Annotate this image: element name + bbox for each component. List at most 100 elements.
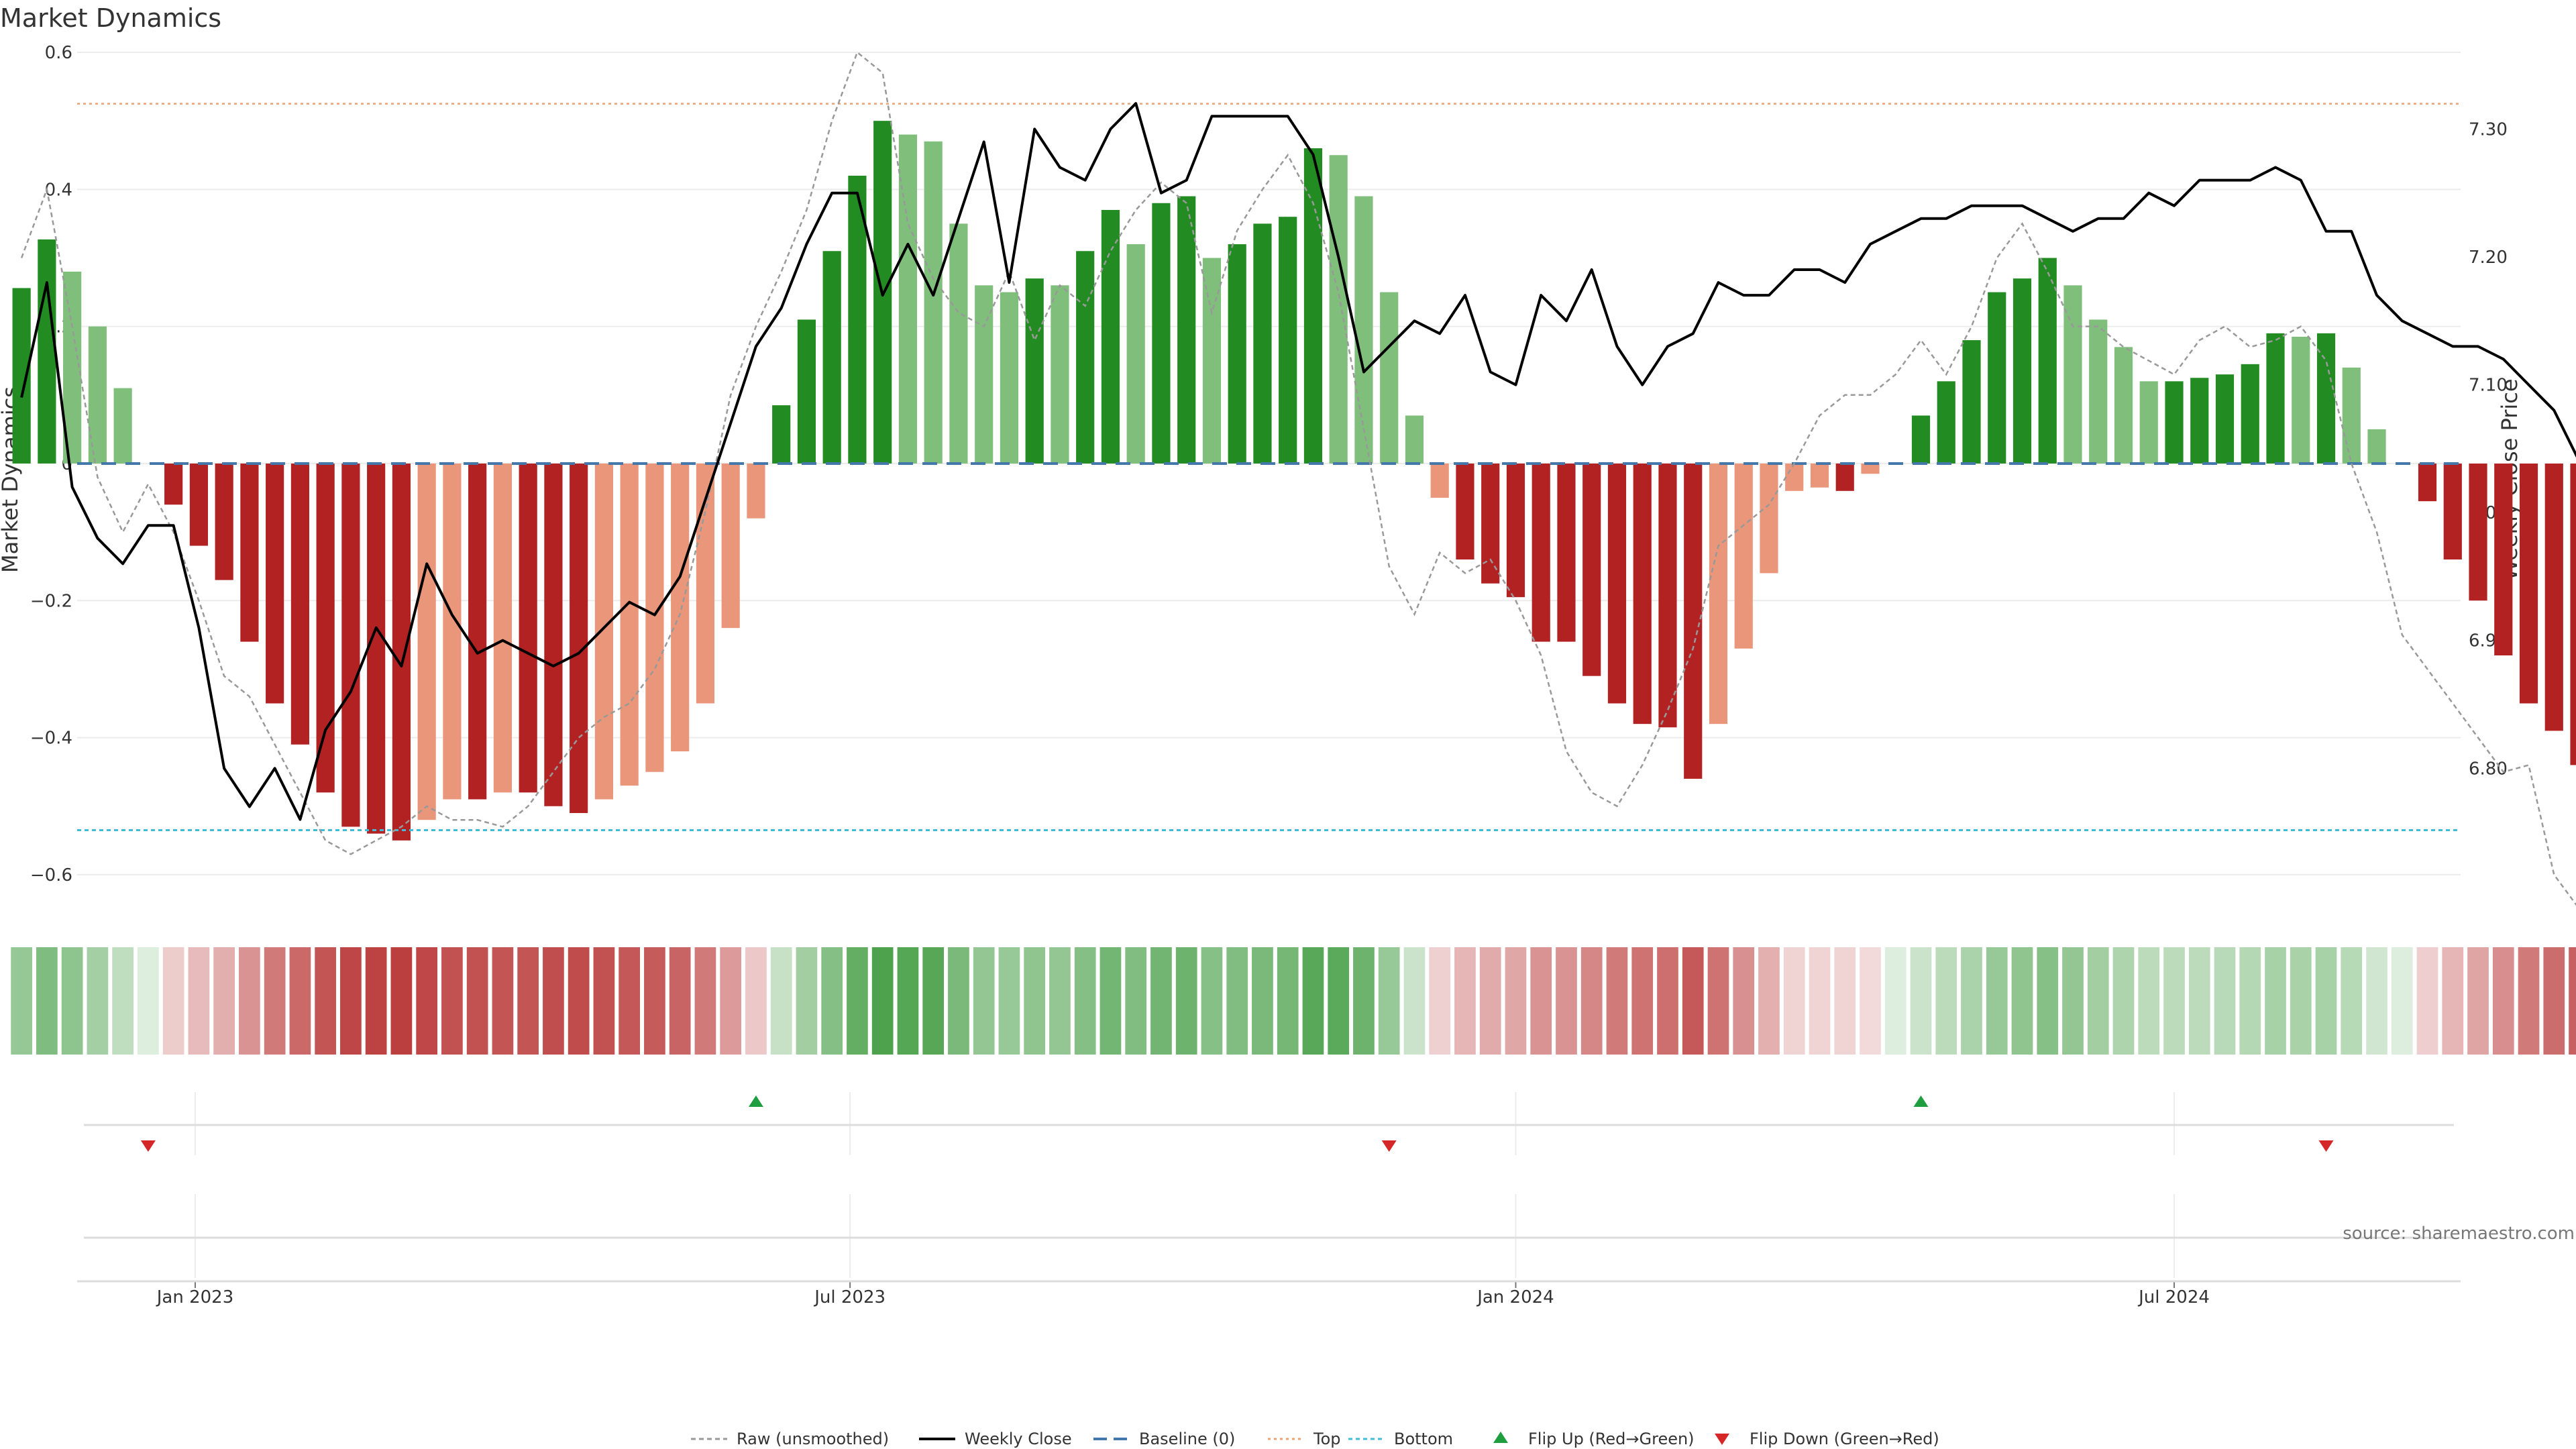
- momentum-bar: [1177, 196, 1196, 464]
- legend-item-raw: Raw (unsmoothed): [691, 1430, 889, 1448]
- heat-cell: [138, 947, 159, 1055]
- heat-cell: [593, 947, 615, 1055]
- heat-cell: [1758, 947, 1780, 1055]
- heat-cell: [973, 947, 995, 1055]
- left-tick-label: 0.4: [45, 180, 72, 200]
- heat-cell: [1226, 947, 1248, 1055]
- raw-unsmoothed-line: [20, 50, 2576, 906]
- heat-cell: [2214, 947, 2236, 1055]
- heat-cell: [2138, 947, 2160, 1055]
- momentum-bar: [2012, 278, 2032, 464]
- momentum-bar: [1076, 251, 1095, 464]
- heat-cell: [897, 947, 919, 1055]
- heat-cell: [1150, 947, 1172, 1055]
- momentum-bar: [822, 251, 841, 464]
- momentum-bar: [848, 175, 867, 464]
- heat-cell: [1277, 947, 1299, 1055]
- heat-cell: [11, 947, 32, 1055]
- heat-cell: [948, 947, 969, 1055]
- heat-cell: [2569, 947, 2576, 1055]
- momentum-bar: [1684, 463, 1703, 779]
- momentum-bar: [2114, 347, 2133, 464]
- momentum-bar: [468, 463, 487, 800]
- legend-item-flip_down: Flip Down (Green→Red): [1715, 1430, 1939, 1448]
- momentum-bar: [316, 463, 335, 793]
- heat-cell: [796, 947, 818, 1055]
- heat-cell: [315, 947, 337, 1055]
- heat-cell: [1556, 947, 1577, 1055]
- momentum-bar: [1709, 463, 1728, 724]
- heat-cell: [644, 947, 665, 1055]
- momentum-bar: [189, 463, 208, 546]
- heat-cell: [289, 947, 311, 1055]
- momentum-bar: [949, 223, 968, 464]
- flip-down-marker: [140, 1140, 156, 1152]
- momentum-bar: [290, 463, 309, 745]
- heat-cell: [821, 947, 843, 1055]
- left-tick-label: −0.4: [30, 729, 72, 749]
- heat-cell: [2163, 947, 2185, 1055]
- heat-cell: [2518, 947, 2540, 1055]
- heat-cell: [1783, 947, 1805, 1055]
- flip-up-marker: [1913, 1095, 1929, 1107]
- heat-cell: [1353, 947, 1375, 1055]
- heat-cell: [2062, 947, 2084, 1055]
- heat-cell: [416, 947, 438, 1055]
- right-tick-label: 7.20: [2469, 248, 2508, 268]
- heat-cell: [694, 947, 716, 1055]
- legend-item-close: Weekly Close: [919, 1430, 1072, 1448]
- heat-cell: [2011, 947, 2033, 1055]
- momentum-bar: [2316, 333, 2336, 464]
- heat-cell: [1328, 947, 1350, 1055]
- momentum-bar: [1101, 209, 1120, 464]
- momentum-bar: [1354, 196, 1373, 464]
- momentum-bar: [367, 463, 386, 834]
- momentum-bar: [1937, 381, 1955, 464]
- momentum-bar: [1152, 203, 1171, 464]
- momentum-bar: [975, 285, 994, 464]
- flip-down-marker: [1381, 1140, 1397, 1152]
- price-lines: [20, 50, 2576, 906]
- momentum-bar: [1835, 463, 1854, 491]
- heat-cell: [1454, 947, 1476, 1055]
- heat-cell: [2290, 947, 2312, 1055]
- heat-cell: [2341, 947, 2363, 1055]
- momentum-bar: [2089, 319, 2108, 464]
- heat-cell: [1657, 947, 1678, 1055]
- weekly-close-line: [20, 102, 2576, 821]
- heat-cell: [264, 947, 286, 1055]
- momentum-bar: [2139, 381, 2158, 464]
- heat-cell: [1505, 947, 1527, 1055]
- momentum-bar: [1506, 463, 1525, 598]
- legend-label: Flip Down (Green→Red): [1750, 1430, 1939, 1448]
- momentum-bar: [2266, 333, 2285, 464]
- legend-item-baseline: Baseline (0): [1093, 1430, 1235, 1448]
- momentum-bar: [2367, 429, 2386, 464]
- chart-title: Market Dynamics: [0, 3, 221, 33]
- heat-cell: [770, 947, 792, 1055]
- heat-cell: [1175, 947, 1197, 1055]
- heat-cell: [36, 947, 58, 1055]
- momentum-bar: [671, 463, 690, 752]
- x-tick-label: Jul 2023: [813, 1287, 885, 1307]
- heat-cell: [1910, 947, 1932, 1055]
- heat-cell: [1479, 947, 1501, 1055]
- heat-cell: [1378, 947, 1400, 1055]
- momentum-bar: [1303, 148, 1323, 464]
- heat-cell: [922, 947, 945, 1055]
- heat-cell: [2087, 947, 2109, 1055]
- left-axis-ticks: −0.6−0.4−0.200.20.40.6: [30, 43, 72, 885]
- momentum-bar: [2038, 258, 2057, 464]
- momentum-bar: [2443, 463, 2462, 559]
- momentum-bar: [2570, 463, 2576, 765]
- heat-cell: [2315, 947, 2337, 1055]
- momentum-bar: [1532, 463, 1550, 642]
- legend-item-top: Top: [1268, 1430, 1341, 1448]
- heat-cell: [2366, 947, 2387, 1055]
- momentum-bar: [266, 463, 284, 704]
- left-tick-label: −0.2: [30, 591, 72, 611]
- momentum-bar: [1785, 463, 1804, 491]
- momentum-bar: [1456, 463, 1474, 559]
- momentum-bar: [1000, 292, 1019, 464]
- momentum-bar: [2215, 374, 2235, 464]
